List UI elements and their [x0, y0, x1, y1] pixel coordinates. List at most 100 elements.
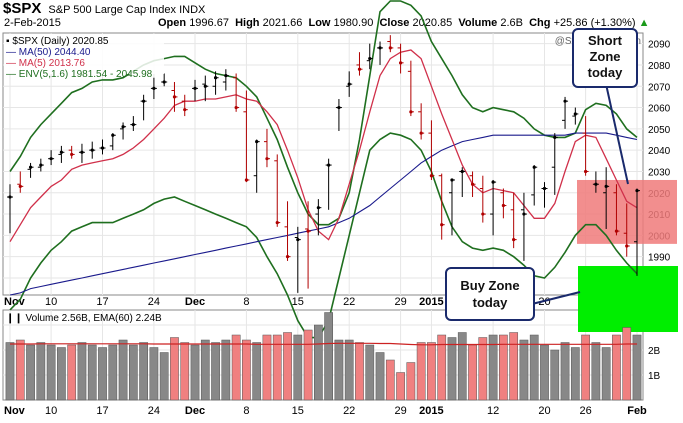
volume-bar	[560, 342, 570, 401]
price-bar	[335, 99, 342, 131]
volume-bar	[139, 342, 148, 401]
price-bar	[212, 71, 219, 95]
volume-tick-label: 1B	[648, 371, 661, 382]
price-bar	[315, 199, 322, 236]
security-name: S&P 500 Large Cap Index INDX	[48, 4, 206, 16]
volume-ema-line	[10, 342, 637, 346]
price-bar	[356, 52, 363, 76]
price-bar	[551, 133, 558, 195]
price-bar-dot	[49, 157, 53, 161]
price-bar-dot	[59, 150, 63, 154]
short-zone-label: Short	[588, 33, 623, 48]
quote-line: Open 1996.67 High 2021.66 Low 1980.90 Cl…	[158, 17, 649, 29]
price-bar-dot	[429, 174, 434, 178]
price-bar	[99, 139, 106, 155]
price-bar-dot	[193, 86, 197, 90]
price-bar-dot	[80, 150, 84, 154]
price-bar-dot	[70, 152, 74, 157]
volume-tick-label: 2B	[648, 346, 661, 357]
volume-bar	[200, 339, 210, 401]
x-tick-label: Nov	[4, 405, 26, 417]
price-bar	[274, 154, 281, 227]
volume-bar	[128, 344, 138, 401]
price-bar	[479, 175, 486, 223]
volume-bar	[5, 342, 15, 401]
x-tick-label: 22	[343, 296, 355, 308]
volume-bar	[622, 327, 632, 401]
price-bar	[263, 128, 270, 168]
short-zone-pointer	[605, 83, 629, 185]
price-tick-label: 2050	[648, 125, 671, 136]
price-tick-label: 1990	[648, 253, 671, 264]
price-bar-dot	[121, 125, 125, 129]
volume-bar	[87, 344, 97, 401]
volume-bar	[77, 342, 87, 401]
price-bar-dot	[8, 195, 12, 199]
price-bar	[7, 184, 13, 234]
volume-bar	[468, 344, 477, 401]
price-bar	[27, 162, 34, 178]
price-bar	[520, 192, 527, 261]
volume-bar	[601, 347, 611, 401]
quote-date: 2-Feb-2015	[4, 17, 61, 29]
ma5-line	[9, 49, 638, 243]
volume-bar	[591, 342, 601, 401]
open-label: Open	[158, 17, 187, 29]
volume-bar	[118, 339, 128, 401]
price-bar-dot	[306, 229, 310, 233]
price-tick-label: 2080	[648, 61, 671, 72]
price-bar	[161, 73, 168, 87]
x-tick-label: 15	[292, 296, 304, 308]
volume-bar	[108, 344, 118, 401]
price-bar-dot	[491, 180, 495, 184]
price-bar	[294, 226, 301, 293]
price-bar-dot	[152, 86, 156, 90]
symbol: $SPX	[3, 0, 42, 17]
price-bar	[582, 116, 589, 176]
x-tick-label: 24	[148, 405, 160, 417]
volume-bar	[221, 339, 231, 401]
x-tick-label: 8	[243, 405, 249, 417]
price-bar-dot	[183, 108, 187, 112]
volume-value: 2.6B	[500, 17, 523, 29]
price-bar	[109, 133, 116, 151]
price-bar	[78, 143, 85, 163]
x-tick-label: 29	[394, 296, 406, 308]
close-label: Close	[379, 17, 410, 29]
x-tick-label: 8	[243, 296, 249, 308]
price-bar-dot	[255, 140, 259, 144]
price-bar	[253, 139, 260, 193]
price-bar-dot	[409, 110, 413, 114]
price-bar	[623, 203, 630, 257]
price-bar-dot	[18, 184, 22, 188]
price-bar-dot	[594, 182, 598, 186]
price-bar	[428, 120, 435, 180]
volume-bar	[231, 334, 241, 401]
price-bar-dot	[398, 61, 403, 65]
price-bar	[37, 158, 44, 172]
price-bar-dot	[388, 46, 392, 50]
volume-bar	[396, 372, 405, 401]
x-tick-label: Dec	[185, 405, 205, 417]
envelope-upper-line	[9, 0, 638, 226]
x-tick-label: 29	[394, 405, 406, 417]
legend-price: ▪ $SPX (Daily) 2020.85	[6, 36, 109, 47]
price-bar	[377, 41, 384, 65]
volume-bar	[509, 332, 519, 401]
open-value: 1996.67	[189, 17, 229, 29]
buy-zone-label: Buy Zone	[460, 278, 519, 293]
price-bar-dot	[460, 169, 464, 174]
price-bar	[181, 94, 188, 117]
price-bar-dot	[532, 165, 536, 169]
price-bar	[130, 116, 137, 131]
volume-bar	[36, 342, 46, 401]
price-bar	[397, 43, 404, 74]
price-bar	[202, 75, 209, 102]
short-zone-box	[572, 28, 638, 88]
price-legend-bg	[4, 34, 164, 74]
price-bar-dot	[563, 99, 567, 103]
price-bar-dot	[481, 212, 485, 216]
price-bar-dot	[244, 178, 249, 182]
price-bar	[48, 150, 55, 166]
x-tick-label: Nov	[4, 296, 26, 308]
